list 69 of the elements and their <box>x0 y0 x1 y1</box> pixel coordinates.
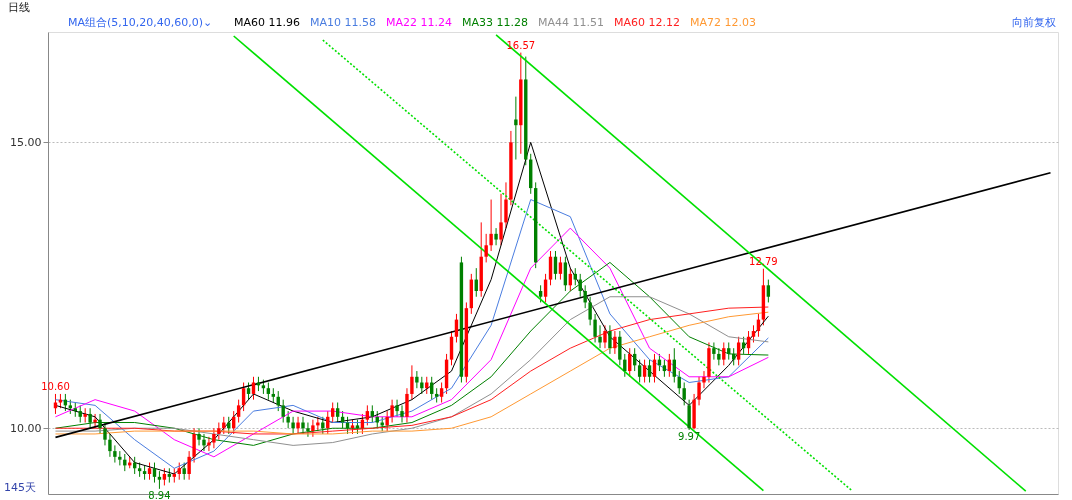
text: 日线 <box>8 1 30 14</box>
candlestick <box>766 279 771 303</box>
text: MA60 12.12 <box>614 16 680 29</box>
candlestick <box>712 341 716 361</box>
candlestick <box>514 96 518 161</box>
text: MA72 12.03 <box>690 16 756 29</box>
candlestick <box>212 427 216 449</box>
annotation: 9.97 <box>678 430 701 442</box>
y-tick-label: 15.00 <box>10 135 42 149</box>
candlestick <box>489 199 493 252</box>
candlestick <box>647 359 652 383</box>
candlestick <box>291 416 295 435</box>
candlestick <box>301 416 305 435</box>
candlestick <box>603 324 607 349</box>
candlestick <box>187 450 191 481</box>
candlestick <box>415 370 419 389</box>
text: MA33 11.28 <box>462 16 528 29</box>
candlestick <box>152 462 157 484</box>
text: MA44 11.51 <box>538 16 604 29</box>
candlestick <box>494 227 498 246</box>
candlestick <box>405 387 409 424</box>
candlestick <box>439 382 444 404</box>
candlestick <box>642 359 647 383</box>
candlestick <box>504 181 508 229</box>
candlestick <box>697 376 701 406</box>
candlestick <box>400 404 404 424</box>
candlestick <box>236 399 241 424</box>
candlestick <box>296 416 300 435</box>
candlestick <box>499 193 503 246</box>
candlestick <box>88 407 92 429</box>
candlestick <box>613 330 617 355</box>
candlestick <box>98 413 102 435</box>
candlestick <box>558 256 563 281</box>
candlestick <box>281 399 285 424</box>
candlestick <box>583 284 587 309</box>
candlestick <box>395 399 399 418</box>
text: MA组合(5,10,20,40,60,0)⌄ <box>68 16 213 29</box>
candlestick <box>702 370 706 389</box>
text: 向前复权 <box>1012 16 1056 29</box>
candlestick <box>108 433 112 458</box>
text: MA22 11.24 <box>386 16 452 29</box>
candlestick <box>335 402 340 424</box>
candlestick <box>286 410 290 429</box>
candlestick <box>598 324 602 349</box>
candlestick <box>306 422 310 438</box>
candlestick <box>390 399 394 424</box>
text: MA60 11.96 <box>234 16 300 29</box>
candlestick <box>687 399 691 431</box>
candlestick <box>608 324 612 355</box>
annotation: 8.94 <box>148 489 171 500</box>
candlestick <box>410 364 414 401</box>
candlestick <box>618 330 622 366</box>
annotation: 10.60 <box>41 380 70 392</box>
candlestick <box>593 313 597 343</box>
candlestick <box>113 444 117 464</box>
candlestick <box>637 359 642 383</box>
text: MA10 11.58 <box>310 16 376 29</box>
candlestick <box>484 233 488 263</box>
candlestick <box>365 404 370 426</box>
annotation: 16.57 <box>506 39 536 51</box>
candlestick <box>682 382 686 406</box>
candlestick <box>192 427 196 464</box>
candlestick <box>93 413 97 429</box>
candlestick <box>331 402 335 424</box>
y-tick-label: 10.00 <box>10 421 42 435</box>
text: 145天 <box>4 481 36 494</box>
candlestick <box>736 336 741 366</box>
candlestick <box>588 296 592 326</box>
candlestick <box>722 341 726 366</box>
